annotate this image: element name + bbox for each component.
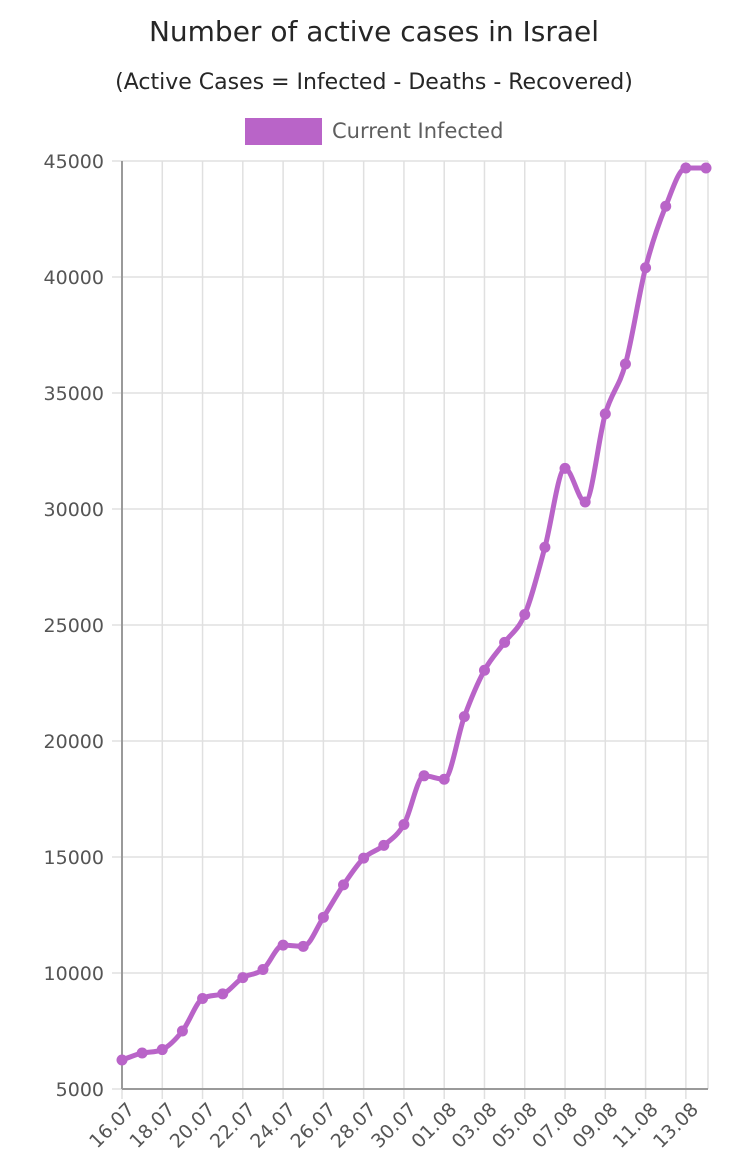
y-axis-tick-labels: 5000 10000 15000 20000 25000 30000 35000 40000 4… — [44, 151, 104, 1101]
series-current-infected — [116, 162, 712, 1066]
y-tick-label: 20000 — [44, 731, 104, 753]
x-tick-label: 01.08 — [407, 1099, 461, 1153]
legend-swatch — [245, 118, 322, 145]
data-point[interactable] — [176, 1025, 188, 1037]
x-tick-label: 28.07 — [327, 1099, 381, 1153]
x-tick-label: 05.08 — [488, 1099, 542, 1153]
y-tick-label: 25000 — [44, 615, 104, 637]
y-tick-label: 10000 — [44, 963, 104, 985]
data-point[interactable] — [438, 773, 450, 785]
y-tick-label: 15000 — [44, 847, 104, 869]
data-point[interactable] — [398, 819, 410, 831]
data-point[interactable] — [559, 462, 571, 474]
data-point[interactable] — [680, 162, 692, 174]
x-tick-label: 26.07 — [286, 1099, 340, 1153]
data-point[interactable] — [478, 664, 490, 676]
data-point[interactable] — [619, 358, 631, 370]
x-tick-label: 16.07 — [85, 1099, 139, 1153]
y-tick-label: 35000 — [44, 383, 104, 405]
data-point[interactable] — [257, 964, 269, 976]
x-axis-tick-labels: 16.0718.0720.0722.0724.0726.0728.0730.07… — [85, 1099, 703, 1153]
x-tick-label: 09.08 — [568, 1099, 622, 1153]
grid — [112, 160, 709, 1099]
data-point[interactable] — [217, 988, 229, 1000]
y-tick-label: 5000 — [56, 1079, 104, 1101]
data-point[interactable] — [418, 770, 430, 782]
data-point[interactable] — [136, 1047, 148, 1059]
data-point[interactable] — [237, 972, 249, 984]
data-point[interactable] — [317, 911, 329, 923]
chart-subtitle: (Active Cases = Infected - Deaths - Reco… — [115, 70, 633, 95]
data-point[interactable] — [599, 408, 611, 420]
axes — [121, 161, 708, 1090]
data-point[interactable] — [700, 162, 712, 174]
data-point[interactable] — [197, 993, 209, 1005]
data-point[interactable] — [358, 852, 370, 864]
data-point[interactable] — [499, 636, 511, 648]
data-point[interactable] — [640, 262, 652, 274]
y-tick-label: 30000 — [44, 499, 104, 521]
y-tick-label: 40000 — [44, 267, 104, 289]
x-tick-label: 11.08 — [609, 1099, 663, 1153]
legend[interactable]: Current Infected — [245, 118, 503, 145]
data-point[interactable] — [539, 541, 551, 553]
data-point[interactable] — [277, 939, 289, 951]
legend-label: Current Infected — [332, 119, 503, 143]
data-point[interactable] — [458, 711, 470, 723]
x-tick-label: 20.07 — [166, 1099, 220, 1153]
x-tick-label: 03.08 — [448, 1099, 502, 1153]
data-point[interactable] — [116, 1054, 128, 1066]
data-point[interactable] — [378, 839, 390, 851]
data-point[interactable] — [338, 879, 350, 891]
x-tick-label: 22.07 — [206, 1099, 260, 1153]
y-tick-label: 45000 — [44, 151, 104, 173]
data-point[interactable] — [579, 496, 591, 508]
x-tick-label: 13.08 — [649, 1099, 703, 1153]
x-tick-label: 30.07 — [367, 1099, 421, 1153]
data-point[interactable] — [297, 940, 309, 952]
x-tick-label: 24.07 — [246, 1099, 300, 1153]
x-tick-label: 07.08 — [528, 1099, 582, 1153]
data-point[interactable] — [519, 609, 531, 621]
chart-title: Number of active cases in Israel — [149, 15, 599, 48]
data-point[interactable] — [156, 1044, 168, 1056]
data-point[interactable] — [660, 200, 672, 212]
series-line — [119, 165, 709, 1063]
x-tick-label: 18.07 — [125, 1099, 179, 1153]
